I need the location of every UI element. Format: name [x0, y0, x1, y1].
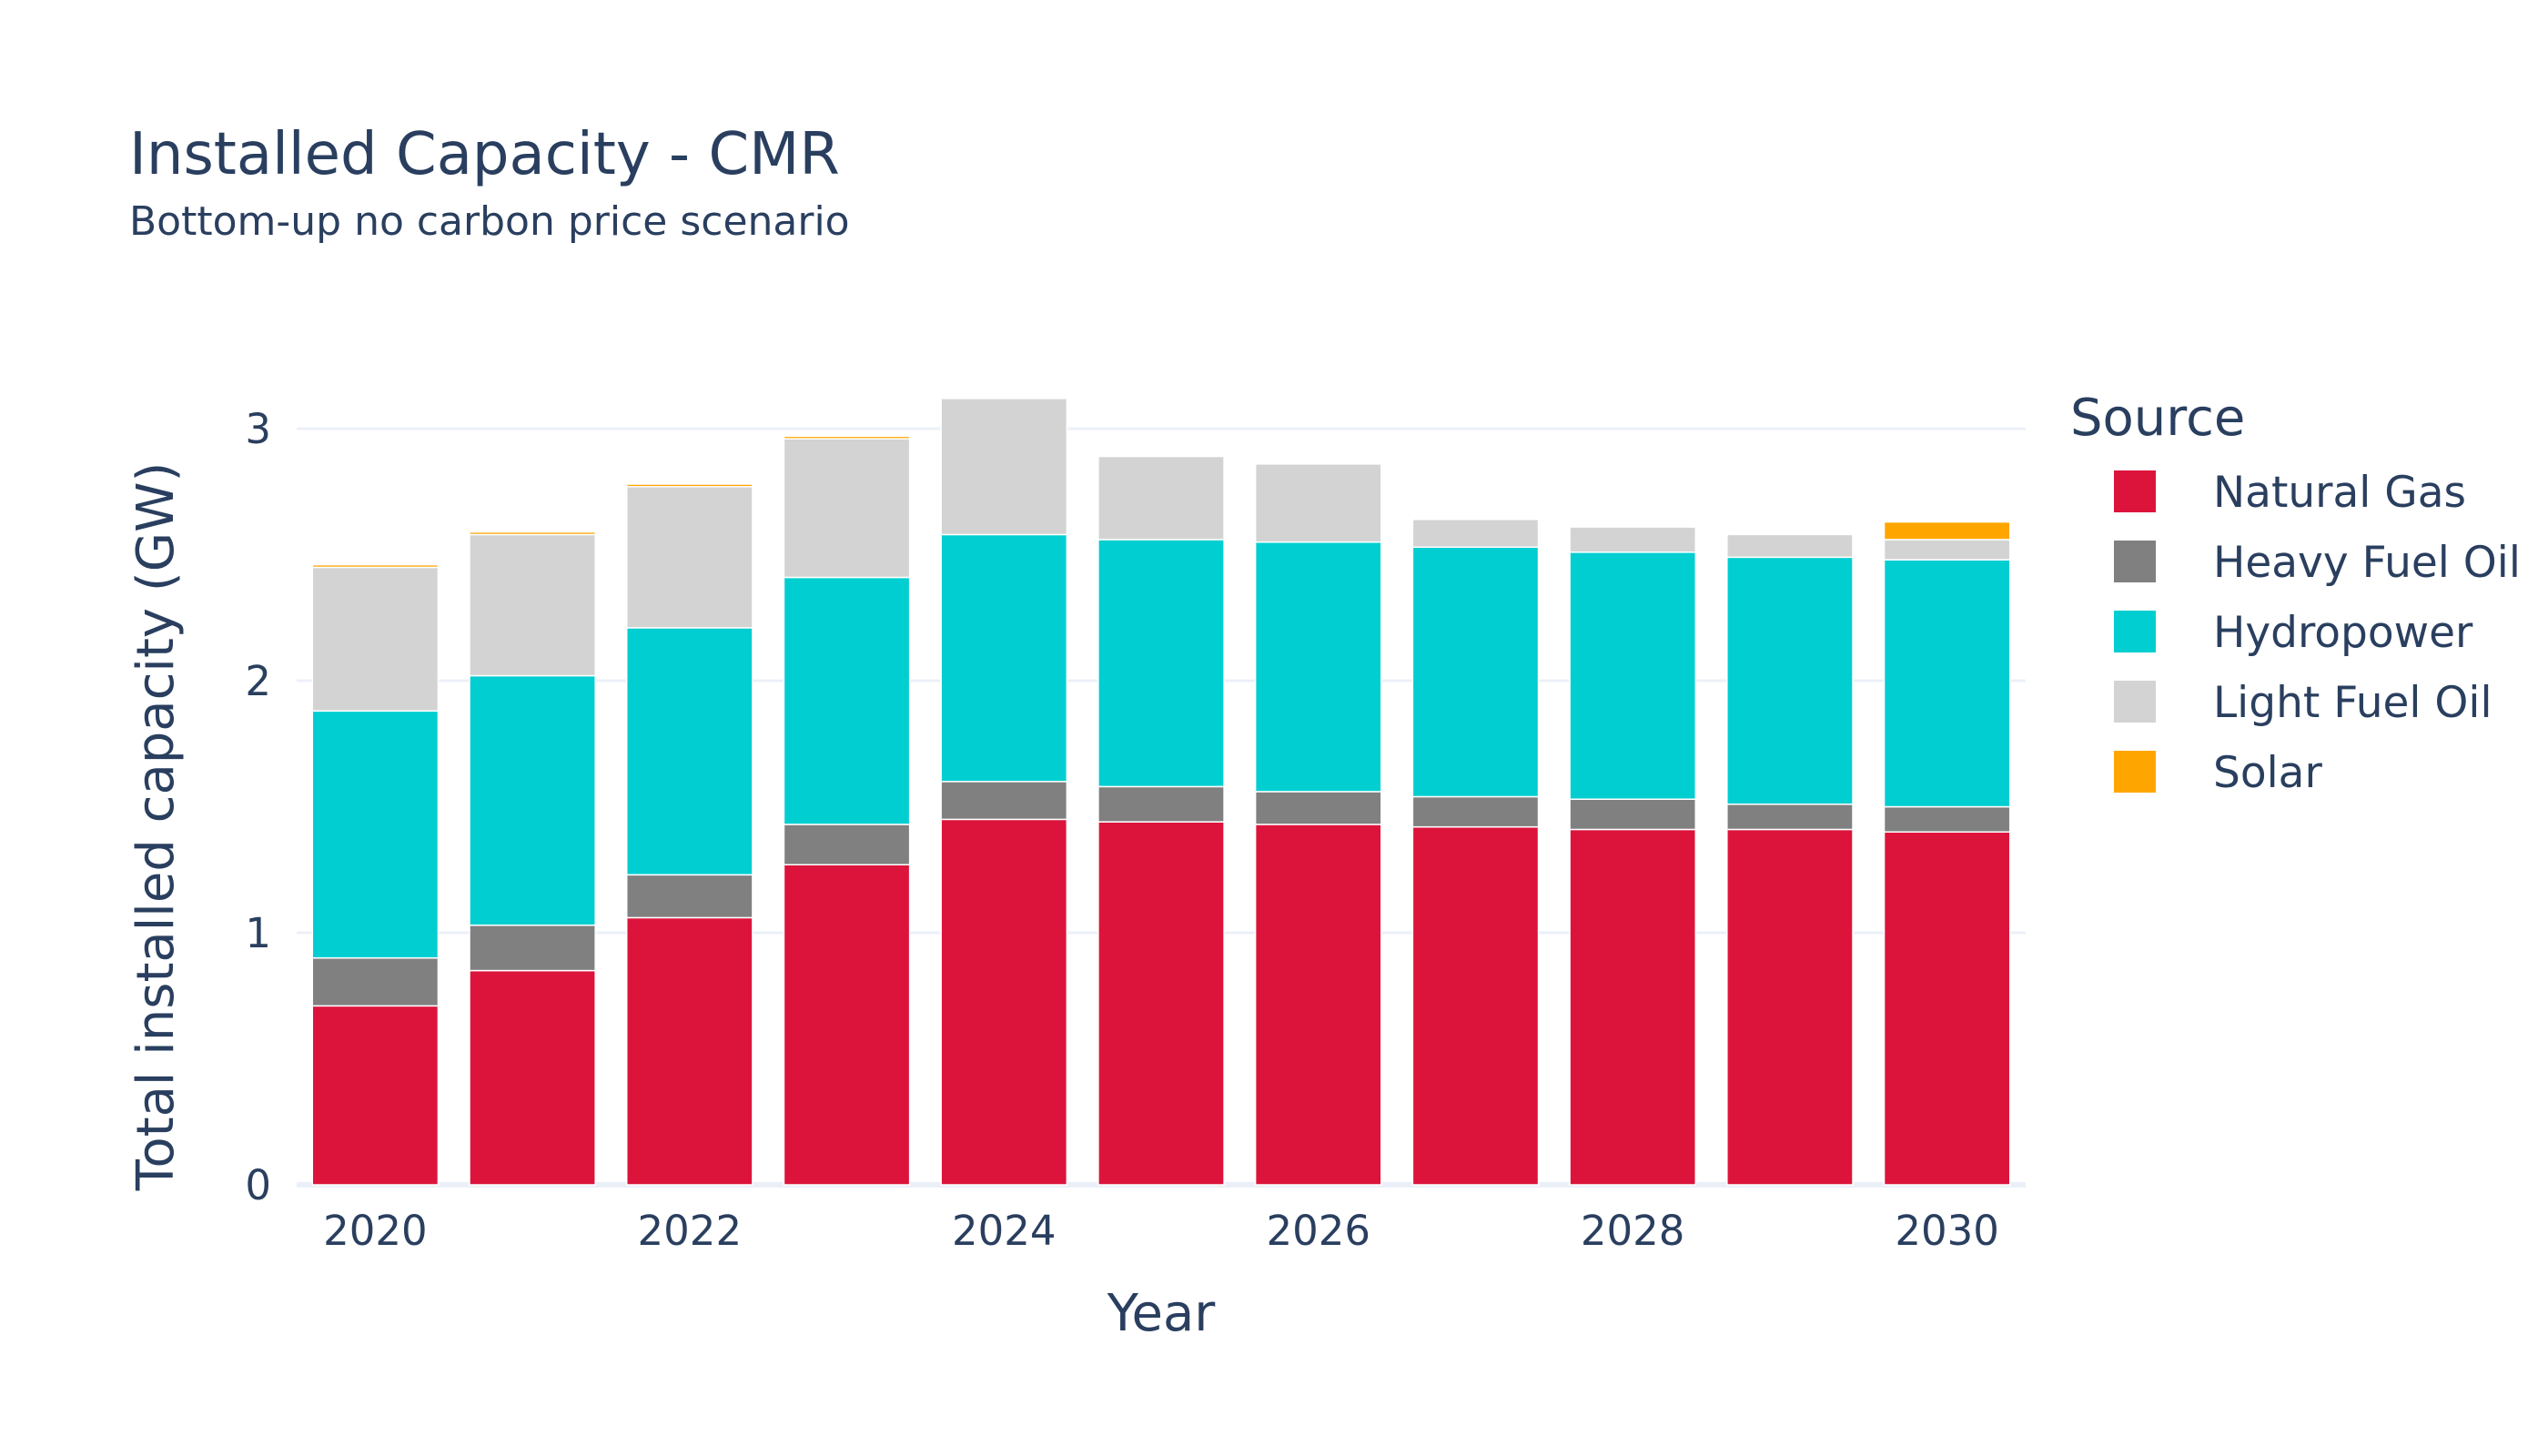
legend-label: Solar — [2213, 748, 2322, 798]
bar-segment — [1883, 539, 2011, 561]
bar-segment — [783, 824, 911, 865]
bar-segment — [311, 956, 440, 1007]
bar-segment — [1883, 831, 2011, 1186]
bar-segment — [469, 531, 596, 536]
bar-segment — [1726, 828, 1854, 1186]
bar-segment — [1726, 556, 1854, 805]
bar-segment — [1569, 551, 1697, 800]
legend-swatch — [2114, 611, 2156, 652]
bar-segment — [311, 1005, 440, 1186]
bar-segment — [311, 566, 440, 713]
y-tick-label: 3 — [245, 405, 271, 453]
bar-segment — [1411, 546, 1540, 798]
bar-segment — [1726, 533, 1854, 559]
legend-label: Natural Gas — [2213, 468, 2466, 518]
bar-segment — [469, 533, 596, 677]
y-tick-label: 2 — [245, 657, 271, 705]
legend-swatch — [2114, 751, 2156, 793]
bar-segment — [469, 924, 596, 972]
x-tick-label: 2030 — [1895, 1207, 1999, 1255]
bar-segment — [625, 483, 753, 488]
chart-subtitle: Bottom-up no carbon price scenario — [129, 198, 850, 245]
bar-segment — [1569, 828, 1697, 1186]
bar-segment — [1883, 805, 2011, 833]
chart-title: Installed Capacity - CMR — [129, 121, 840, 188]
bar-segment — [625, 916, 753, 1186]
bar-segment — [1097, 785, 1225, 823]
bar-segment — [1254, 791, 1382, 825]
bar-segment — [1883, 559, 2011, 808]
bar-segment — [1726, 804, 1854, 831]
y-tick-label: 0 — [245, 1161, 271, 1209]
bar-segment — [1411, 825, 1540, 1186]
x-tick-label: 2026 — [1266, 1207, 1370, 1255]
x-axis-ticks: 2020 2022 2024 2026 2028 2030 — [323, 1207, 1999, 1255]
legend-label: Hydropower — [2213, 608, 2473, 658]
y-axis-title: Total installed capacity (GW) — [126, 462, 186, 1192]
bar-segment — [940, 398, 1068, 536]
y-tick-label: 1 — [245, 909, 271, 957]
bar-segment — [783, 435, 911, 440]
x-tick-label: 2028 — [1581, 1207, 1685, 1255]
x-tick-label: 2020 — [323, 1207, 428, 1255]
bar-segment — [625, 874, 753, 919]
legend-label: Heavy Fuel Oil — [2213, 538, 2521, 588]
bar-segment — [1097, 455, 1225, 541]
legend-swatch — [2114, 541, 2156, 582]
legend: Source Natural Gas Heavy Fuel Oil Hydropow… — [2070, 389, 2521, 798]
bar-segment — [1411, 519, 1540, 549]
bar-segment — [1254, 824, 1382, 1186]
x-tick-label: 2022 — [638, 1207, 743, 1255]
y-axis-ticks: 0 1 2 3 — [245, 405, 271, 1209]
bar-segment — [625, 486, 753, 629]
bar-segment — [1254, 463, 1382, 543]
bar-segment — [1411, 795, 1540, 828]
bar-segment — [940, 781, 1068, 821]
bar-segment — [783, 864, 911, 1186]
legend-swatch — [2114, 681, 2156, 723]
bar-segment — [940, 818, 1068, 1186]
x-tick-label: 2024 — [952, 1207, 1057, 1255]
legend-swatch — [2114, 470, 2156, 512]
bar-segment — [783, 438, 911, 579]
bar-segment — [1883, 521, 2011, 541]
bar-segment — [311, 710, 440, 959]
bar-segment — [1254, 541, 1382, 793]
legend-label: Light Fuel Oil — [2213, 678, 2492, 728]
bar-segment — [311, 563, 440, 569]
bar-segment — [469, 969, 596, 1186]
bar-segment — [1097, 539, 1225, 788]
bars — [311, 398, 2011, 1186]
bar-segment — [1569, 526, 1697, 553]
bar-segment — [940, 533, 1068, 783]
bar-segment — [783, 576, 911, 825]
bar-segment — [469, 674, 596, 926]
legend-title: Source — [2070, 389, 2245, 448]
bar-segment — [1569, 798, 1697, 831]
bar-segment — [1097, 821, 1225, 1186]
x-axis-title: Year — [1107, 1284, 1217, 1343]
bar-segment — [625, 627, 753, 876]
